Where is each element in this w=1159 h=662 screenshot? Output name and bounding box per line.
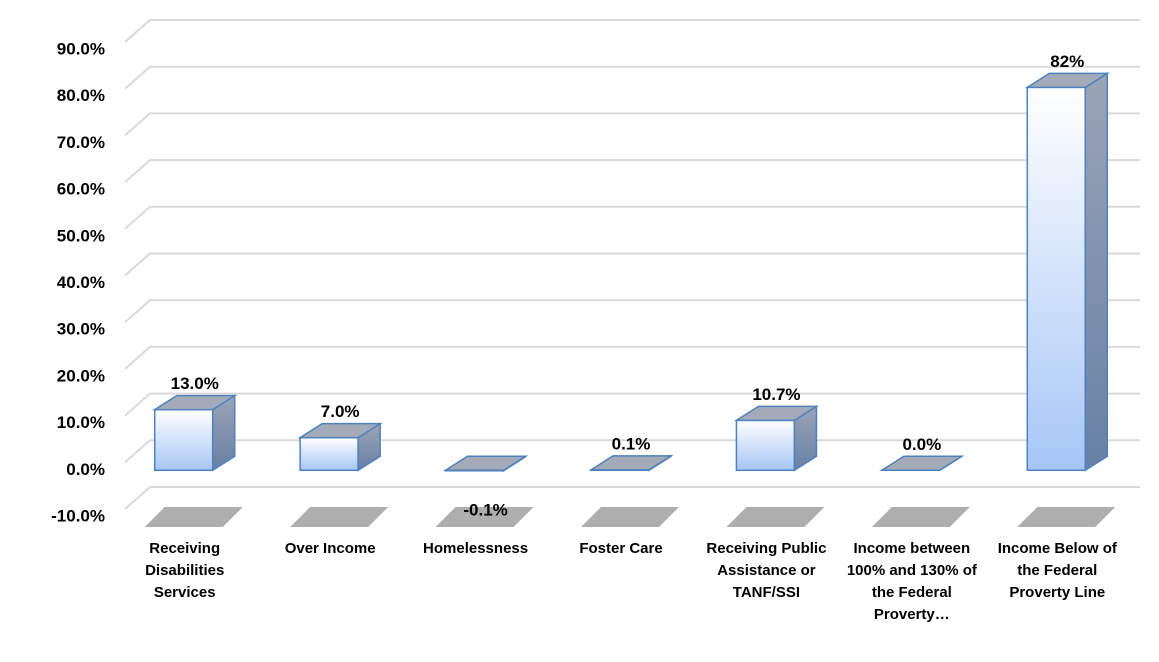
value-label: 0.0% [902, 435, 941, 454]
value-label: 7.0% [321, 402, 360, 421]
grid-line [124, 486, 1140, 510]
x-tick-label: Income Below of the Federal Proverty Lin… [997, 540, 1117, 601]
grid-line [124, 205, 1140, 230]
bar-top [879, 455, 965, 472]
bar-shadow [144, 507, 243, 527]
y-tick-label: 40.0% [57, 273, 105, 292]
y-tick-label: 80.0% [57, 86, 105, 105]
grid-line [124, 252, 1140, 277]
grid-line [124, 392, 1140, 417]
bar-shadow [290, 507, 389, 527]
value-label: -0.1% [463, 500, 507, 519]
x-tick-label: Receiving Public Assistance or TANF/SSI [706, 540, 827, 601]
x-tick-label: Over Income [284, 540, 376, 557]
bar-top [297, 422, 383, 439]
y-tick-label: -10.0% [51, 506, 105, 525]
bar-top [733, 405, 820, 422]
bar-top [152, 394, 238, 411]
bar-shadow [435, 507, 534, 527]
y-tick-label: 20.0% [57, 366, 105, 385]
value-label: 10.7% [752, 385, 800, 404]
bar-top [588, 455, 674, 471]
y-tick-label: 70.0% [57, 133, 105, 152]
grid-line [124, 65, 1140, 90]
bar-side [1084, 71, 1109, 472]
x-tick-label: Receiving Disabilities Services [145, 540, 225, 601]
bar [1026, 86, 1087, 472]
bar-shadow [871, 507, 970, 527]
grid-line [124, 159, 1140, 183]
bar-shadow [1017, 507, 1116, 527]
bar-shadow [726, 507, 825, 527]
y-tick-label: 0.0% [66, 460, 105, 479]
bar-top [442, 455, 529, 472]
y-tick-label: 30.0% [57, 320, 105, 339]
grid-line [124, 112, 1140, 137]
value-label: 82% [1050, 52, 1084, 71]
grid-line [124, 19, 1140, 43]
y-tick-label: 90.0% [57, 39, 105, 58]
grid-line [124, 299, 1140, 323]
x-tick-label: Homelessness [423, 540, 529, 557]
value-label: 0.1% [612, 434, 651, 453]
y-tick-label: 10.0% [57, 413, 105, 432]
bar-shadow [581, 507, 679, 527]
grid-line [124, 345, 1140, 370]
y-tick-label: 60.0% [57, 180, 105, 199]
y-tick-label: 50.0% [57, 226, 105, 245]
bar-top [1024, 72, 1110, 89]
bar [299, 436, 359, 472]
x-tick-label: Income between 100% and 130% of the Fede… [846, 540, 977, 623]
x-tick-label: Foster Care [579, 540, 663, 557]
bar [153, 408, 214, 472]
value-label: 13.0% [171, 374, 219, 393]
bar [735, 419, 796, 472]
